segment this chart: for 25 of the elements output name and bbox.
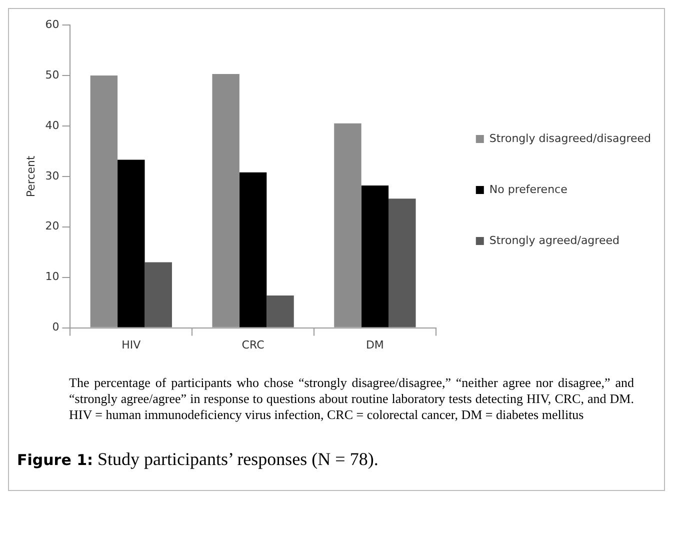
bar [239,172,267,328]
y-tick-label: 30 [45,169,60,182]
y-tick-label: 60 [45,18,60,31]
bar [90,75,118,328]
y-tick-label: 10 [45,270,60,284]
x-tick-label: CRC [242,338,265,352]
bar [118,160,145,328]
y-tick-label: 50 [45,68,60,82]
bar [361,185,389,328]
bar [144,262,172,328]
text: Figure 1: Study participants’ responses (N = 78). [17,449,378,469]
bar [334,123,362,328]
bar [266,296,294,328]
y-axis-title: Percent [24,155,38,198]
y-tick-label: 20 [45,220,60,233]
x-tick-label: HIV [122,338,142,352]
legend-label: Strongly agreed/agreed [489,234,620,247]
x-tick-label: DM [366,338,384,352]
legend-label: No preference [489,182,568,196]
bar [388,198,416,328]
y-tick-label: 40 [45,118,60,132]
legend-label: Strongly disagreed/disagreed [489,132,652,145]
text: The percentage of participants who chose “strongly disagree/disagree,” “neither agree nor disagree,” and “strongly agree/agree” in response to questions about routine laboratory tests detecting HIV, CRC, and DM. HIV = human immunodeficiency virus infection, CRC = colorectal cancer, DM = diabetes mellitus [69,375,634,423]
bar [212,74,240,328]
y-tick-label: 0 [52,320,60,334]
